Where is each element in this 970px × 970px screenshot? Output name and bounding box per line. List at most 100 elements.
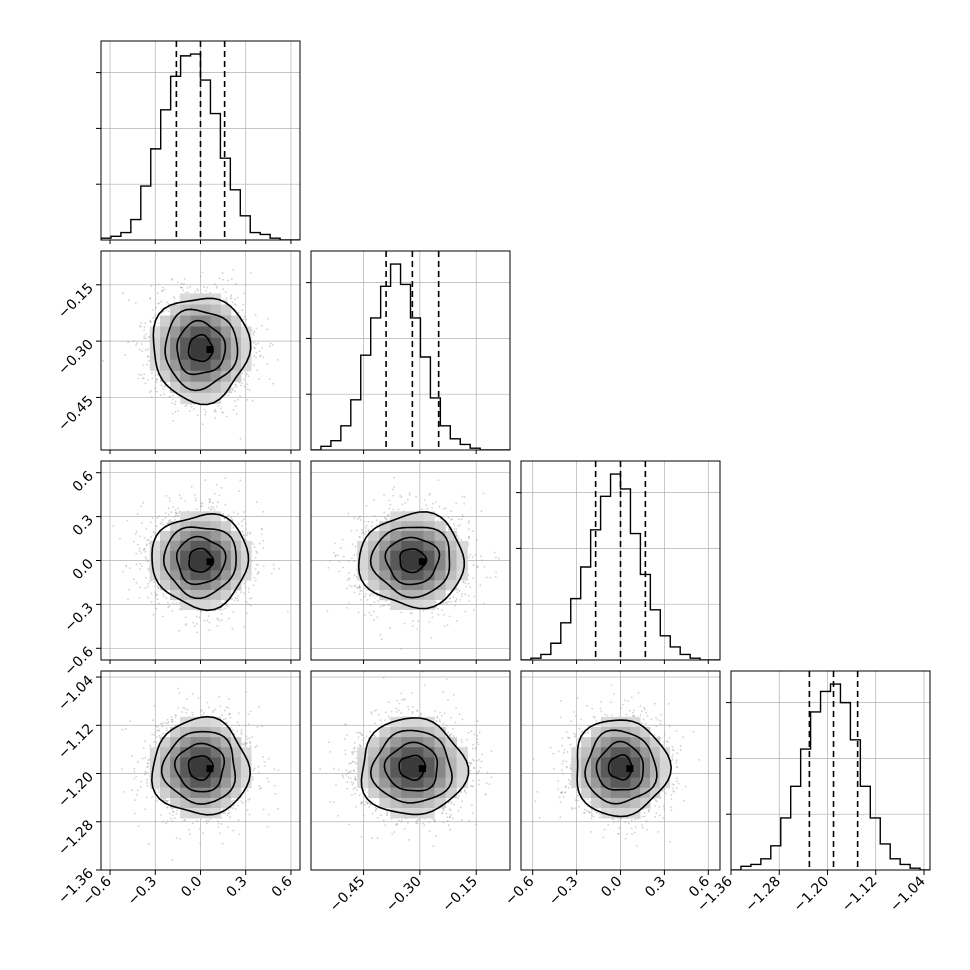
scatter-point — [253, 546, 256, 549]
scatter-point — [167, 799, 170, 802]
scatter-point — [433, 819, 436, 821]
scatter-point — [643, 815, 646, 818]
scatter-point — [630, 696, 633, 699]
scatter-point — [560, 791, 563, 794]
x-tick-label: 0.3 — [642, 874, 669, 901]
scatter-point — [228, 812, 231, 814]
scatter-point — [224, 607, 227, 610]
scatter-point — [230, 297, 233, 300]
scatter-point — [168, 605, 171, 607]
density-cell — [190, 777, 201, 789]
scatter-point — [591, 813, 593, 816]
density-cell — [434, 531, 446, 542]
scatter-point — [141, 350, 144, 352]
scatter-point — [350, 762, 352, 765]
scatter-point — [136, 543, 139, 546]
scatter-point — [471, 785, 473, 788]
density-cell — [390, 777, 402, 789]
scatter-point — [474, 554, 477, 556]
scatter-point — [178, 494, 181, 497]
scatter-point — [362, 531, 364, 533]
scatter-point — [175, 511, 177, 514]
histogram-1 — [311, 263, 510, 450]
scatter-point — [240, 729, 243, 731]
scatter-point — [641, 827, 644, 829]
scatter-point — [151, 396, 153, 399]
density-cell — [160, 570, 171, 581]
density-cell — [170, 304, 181, 316]
scatter-point — [156, 729, 158, 732]
scatter-point — [134, 533, 137, 535]
scatter-point — [682, 799, 685, 802]
scatter-point — [552, 767, 555, 770]
scatter-point — [174, 509, 177, 512]
scatter-point — [267, 317, 269, 320]
density-cell — [210, 716, 222, 728]
scatter-point — [430, 637, 433, 639]
scatter-point — [146, 781, 148, 784]
scatter-point — [338, 560, 341, 563]
scatter-point — [272, 563, 275, 566]
scatter-point — [489, 576, 492, 579]
scatter-point — [249, 742, 252, 745]
scatter-point — [213, 410, 216, 413]
scatter-point — [592, 815, 595, 818]
scatter-point — [212, 709, 215, 712]
scatter-point — [372, 610, 375, 613]
scatter-point — [246, 809, 249, 811]
density-cell — [434, 777, 446, 789]
scatter-point — [534, 800, 537, 802]
density-cell — [423, 550, 435, 561]
scatter-point — [238, 724, 241, 726]
scatter-point — [390, 710, 393, 713]
scatter-point — [365, 530, 367, 533]
scatter-point — [675, 787, 678, 790]
scatter-point — [246, 789, 249, 792]
scatter-point — [147, 359, 150, 362]
scatter-point — [211, 711, 214, 713]
scatter-point — [444, 601, 447, 604]
contour-2 — [160, 730, 237, 805]
density-cell — [423, 777, 435, 789]
scatter-point — [151, 733, 154, 736]
scatter-point — [245, 534, 248, 537]
scatter-point — [169, 500, 171, 502]
scatter-point — [201, 271, 204, 274]
scatter-point — [338, 570, 340, 573]
scatter-point — [471, 758, 474, 761]
density-cell — [368, 747, 380, 758]
scatter-point — [610, 684, 613, 686]
scatter-point — [146, 762, 149, 765]
scatter-point — [287, 610, 289, 613]
density-cell — [591, 797, 602, 809]
scatter-point — [166, 806, 169, 809]
density-cell — [591, 777, 602, 789]
density-cell — [180, 580, 191, 591]
scatter-point — [149, 321, 152, 323]
density-cell — [390, 797, 402, 809]
density-cell — [368, 570, 380, 581]
density-cell — [581, 767, 592, 778]
scatter-point — [393, 486, 395, 488]
contour-1 — [384, 536, 441, 586]
scatter-point — [192, 408, 195, 411]
scatter-point — [152, 317, 155, 319]
scatter-point — [478, 779, 480, 782]
scatter-point — [187, 246, 189, 248]
scatter-point — [566, 751, 569, 753]
density-cell — [412, 797, 424, 809]
scatter-point — [359, 732, 362, 734]
scatter-point — [346, 587, 348, 590]
scatter-point — [145, 771, 148, 774]
scatter-point — [157, 587, 160, 589]
density-cell — [379, 797, 391, 809]
scatter-point — [468, 535, 470, 538]
scatter-point — [376, 594, 378, 597]
scatter-point — [357, 587, 359, 590]
density-cell — [390, 521, 402, 532]
scatter-point — [139, 586, 141, 589]
scatter-point — [358, 593, 361, 596]
scatter-point — [203, 711, 206, 714]
scatter-point — [592, 715, 595, 718]
scatter-point — [386, 811, 388, 813]
